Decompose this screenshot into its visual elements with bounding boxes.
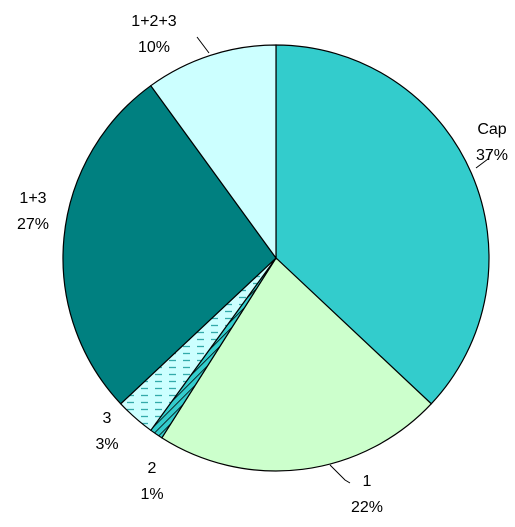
leader-lines — [196, 36, 491, 484]
slice-label-percent: 22% — [351, 499, 383, 516]
pie-slice-1 — [161, 257, 433, 472]
slice-label-percent: 37% — [476, 147, 508, 164]
slice-label-percent: 10% — [138, 39, 170, 56]
slice-label-name: 3 — [103, 410, 112, 427]
data-labels: Cap 37% 1 22% 2 1% 3 3% 1+3 27% 1+2+3 10% — [17, 13, 508, 516]
slice-label-percent: 1% — [140, 486, 163, 503]
pie-slice-1-plus-2-plus-3 — [149, 44, 277, 260]
pie-slices — [62, 44, 490, 472]
slice-label-name: 1+2+3 — [131, 13, 176, 30]
leader-line — [196, 36, 210, 54]
leader-line — [329, 464, 351, 484]
pie-slice-Cap — [275, 44, 490, 405]
slice-label-percent: 27% — [17, 216, 49, 233]
pie-slice-1-plus-3 — [62, 84, 277, 405]
slice-label-percent: 3% — [95, 436, 118, 453]
leader-line — [475, 151, 491, 169]
slice-label-name: 1 — [363, 473, 372, 490]
slice-label-name: 2 — [148, 460, 157, 477]
slice-label-name: 1+3 — [19, 190, 46, 207]
slice-label-name: Cap — [477, 121, 506, 138]
